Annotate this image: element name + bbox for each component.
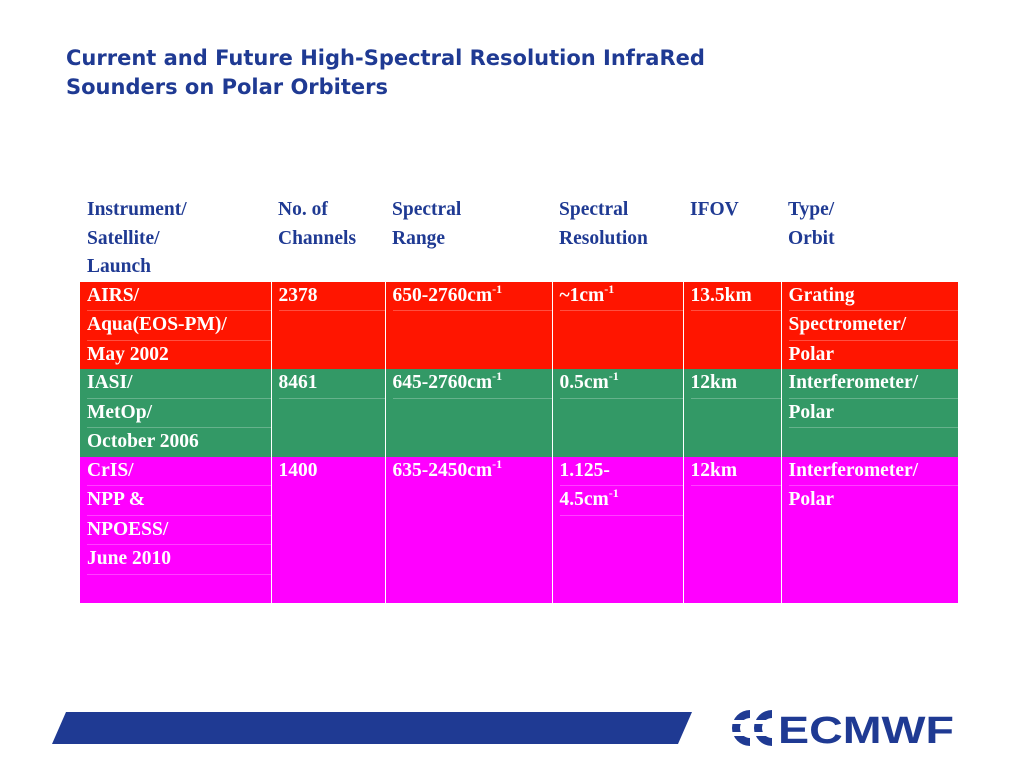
cell-range: 645-2760cm-1 bbox=[385, 369, 553, 457]
cell-resolution: ~1cm-1 bbox=[552, 281, 684, 369]
cell-channels: 2378 bbox=[271, 281, 386, 369]
footer-band bbox=[52, 712, 692, 744]
page-title: Current and Future High-Spectral Resolut… bbox=[66, 44, 966, 102]
header-ifov: IFOV bbox=[683, 196, 781, 282]
cell-instrument: CrIS/ NPP & NPOESS/ June 2010 bbox=[80, 456, 272, 603]
table-row-iasi: IASI/ MetOp/ October 2006 8461 645-2760c… bbox=[80, 369, 958, 457]
cell-type: Grating Spectrometer/ Polar bbox=[781, 281, 958, 369]
cell-ifov: 12km bbox=[683, 456, 782, 603]
cell-range: 635-2450cm-1 bbox=[385, 456, 553, 603]
cell-type: Interferometer/ Polar bbox=[781, 369, 958, 457]
title-line-2: Sounders on Polar Orbiters bbox=[66, 75, 389, 99]
cell-range: 650-2760cm-1 bbox=[385, 281, 553, 369]
title-line-1: Current and Future High-Spectral Resolut… bbox=[66, 46, 705, 70]
cell-resolution: 1.125- 4.5cm-1 bbox=[552, 456, 684, 603]
table-row-cris: CrIS/ NPP & NPOESS/ June 2010 1400 635-2… bbox=[80, 456, 958, 603]
instrument-table: Instrument/ Satellite/ Launch No. of Cha… bbox=[80, 196, 958, 603]
cell-ifov: 13.5km bbox=[683, 281, 782, 369]
cell-resolution: 0.5cm-1 bbox=[552, 369, 684, 457]
table-header-row: Instrument/ Satellite/ Launch No. of Cha… bbox=[80, 196, 958, 282]
cell-channels: 8461 bbox=[271, 369, 386, 457]
table-row-airs: AIRS/ Aqua(EOS-PM)/ May 2002 2378 650-27… bbox=[80, 281, 958, 369]
header-range: Spectral Range bbox=[385, 196, 552, 282]
cell-instrument: AIRS/ Aqua(EOS-PM)/ May 2002 bbox=[80, 281, 272, 369]
ecmwf-logo: ECMWF bbox=[730, 710, 954, 750]
cell-channels: 1400 bbox=[271, 456, 386, 603]
cell-instrument: IASI/ MetOp/ October 2006 bbox=[80, 369, 272, 457]
header-resolution: Spectral Resolution bbox=[552, 196, 683, 282]
header-type-orbit: Type/ Orbit bbox=[781, 196, 958, 282]
instrument-table-container: Instrument/ Satellite/ Launch No. of Cha… bbox=[80, 196, 958, 603]
cell-type: Interferometer/ Polar bbox=[781, 456, 958, 603]
header-channels: No. of Channels bbox=[271, 196, 385, 282]
logo-text: ECMWF bbox=[778, 710, 954, 750]
cell-ifov: 12km bbox=[683, 369, 782, 457]
header-instrument: Instrument/ Satellite/ Launch bbox=[80, 196, 271, 282]
